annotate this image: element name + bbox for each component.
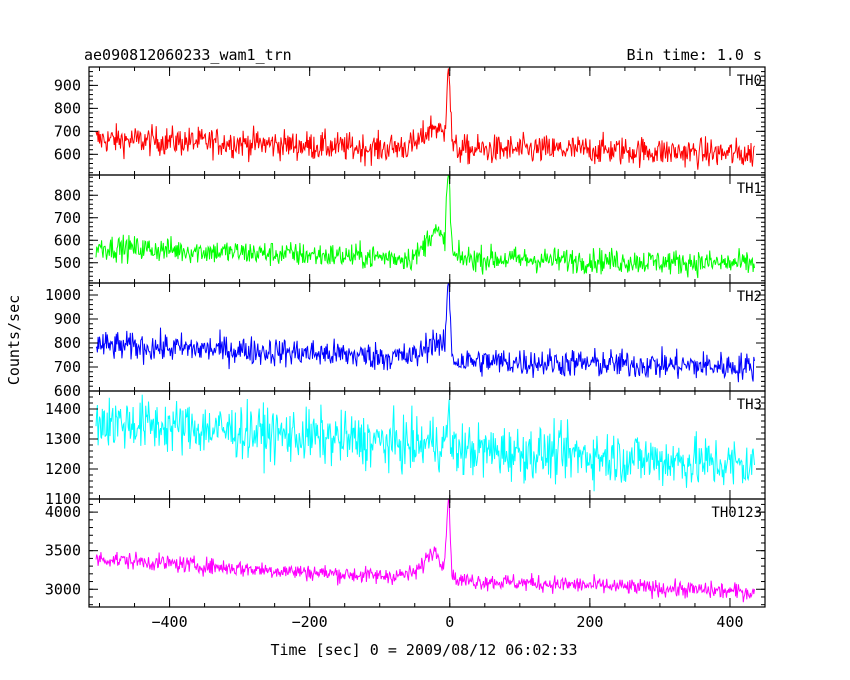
y-tick-label: 3000: [45, 580, 81, 598]
panels-group: TH0 600 700 800 900 TH1 500 600 700 800 TH2 600 700 8…: [45, 66, 766, 631]
y-tick-label: 800: [54, 99, 81, 117]
x-tick-label: 400: [716, 613, 743, 631]
y-tick-label: 700: [54, 358, 81, 376]
panel-label-th1: TH1: [737, 181, 762, 197]
x-tick-label: −200: [292, 613, 328, 631]
bin-time-label: Bin time: 1.0 s: [627, 46, 762, 64]
y-tick-label: 3500: [45, 542, 81, 560]
y-tick-label: 1400: [45, 400, 81, 418]
panel-frame-th0123: [88, 498, 766, 608]
panel-label-th0: TH0: [737, 73, 762, 89]
y-tick-label: 700: [54, 209, 81, 227]
panel-label-th3: TH3: [737, 397, 762, 413]
y-tick-label: 900: [54, 76, 81, 94]
y-tick-label: 4000: [45, 503, 81, 521]
x-axis-title: Time [sec] 0 = 2009/08/12 06:02:33: [270, 641, 577, 659]
y-tick-label: 600: [54, 231, 81, 249]
y-tick-label: 700: [54, 122, 81, 140]
x-tick-label: 0: [445, 613, 454, 631]
y-tick-label: 1100: [45, 490, 81, 508]
y-tick-label: 800: [54, 334, 81, 352]
y-tick-label: 1300: [45, 430, 81, 448]
y-tick-label: 900: [54, 310, 81, 328]
y-tick-label: 600: [54, 382, 81, 400]
panel-frame-th0: [88, 66, 766, 176]
panel-label-th0123: TH0123: [711, 505, 762, 521]
y-axis-title: Counts/sec: [5, 295, 23, 385]
panel-label-th2: TH2: [737, 289, 762, 305]
y-tick-label: 600: [54, 145, 81, 163]
series-line-th1: [95, 174, 755, 279]
series-line-th2: [95, 282, 755, 383]
panel-frame-th2: [88, 282, 766, 392]
series-line-th3: [95, 394, 755, 492]
x-tick-label: −400: [151, 613, 187, 631]
y-tick-label: 1000: [45, 286, 81, 304]
chart-title: ae090812060233_wam1_trn: [84, 46, 292, 64]
y-tick-label: 1200: [45, 460, 81, 478]
series-line-th0: [95, 68, 755, 170]
y-tick-label: 800: [54, 186, 81, 204]
series-line-th0123: [95, 498, 755, 603]
x-tick-label: 200: [576, 613, 603, 631]
y-tick-label: 500: [54, 254, 81, 272]
